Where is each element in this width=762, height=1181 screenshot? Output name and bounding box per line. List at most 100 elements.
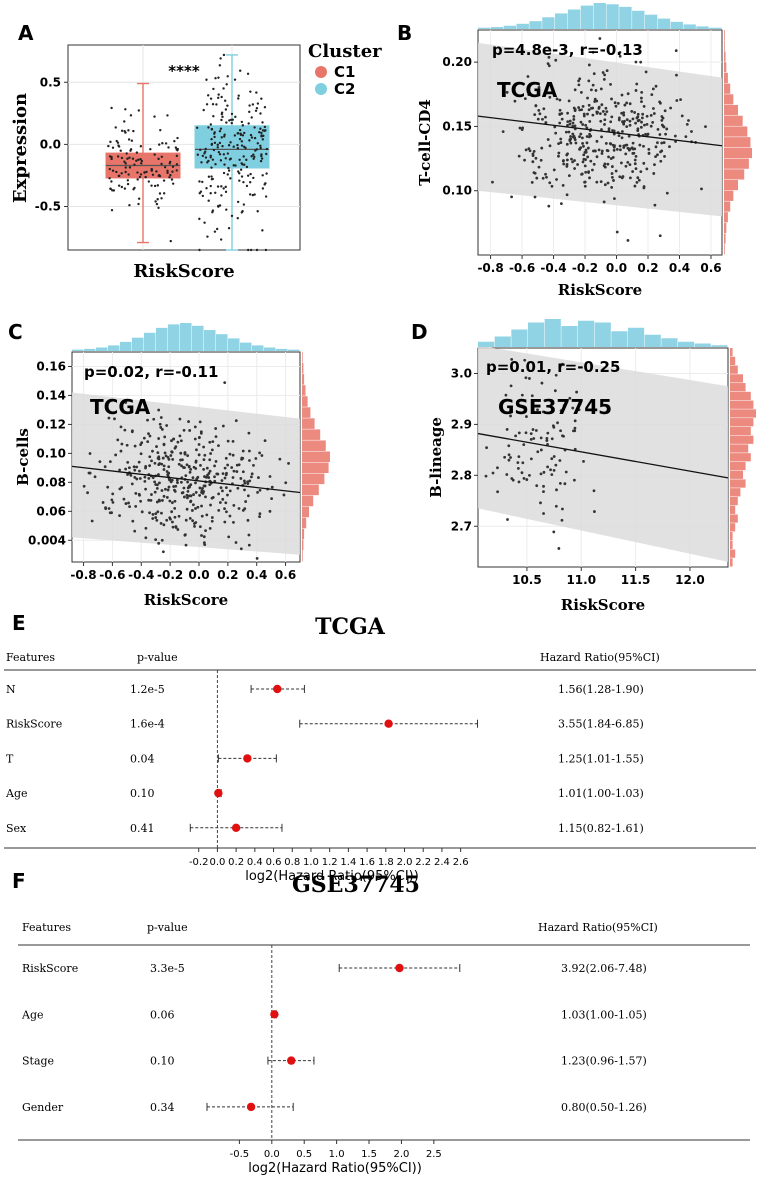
scatter-point	[156, 483, 159, 487]
x-axis-label: RiskScore	[144, 591, 228, 609]
regression-line	[71, 465, 301, 494]
scatter-point	[198, 494, 202, 497]
scatter-point	[584, 170, 588, 174]
scatter-point	[587, 108, 591, 112]
scatter-point	[516, 466, 520, 470]
scatter-point	[540, 146, 544, 150]
x-axis-label: RiskScore	[561, 596, 645, 614]
top-histogram-bar	[528, 322, 545, 347]
scatter-point	[620, 176, 624, 180]
scatter-point	[147, 476, 151, 480]
scatter-point	[197, 436, 201, 439]
jitter-point	[219, 57, 222, 60]
scatter-point	[546, 62, 550, 66]
scatter-point	[561, 434, 564, 438]
scatter-point	[582, 153, 586, 157]
scatter-point	[530, 394, 534, 398]
scatter-point	[600, 152, 604, 155]
scatter-point	[124, 502, 128, 505]
scatter-point	[248, 459, 251, 462]
box-plot-a: 0.5 0.0 -0.5 **** RiskScore Expression Cluster…	[10, 41, 382, 282]
jitter-point	[230, 112, 234, 116]
scatter-point	[547, 64, 551, 68]
scatter-point	[577, 106, 581, 109]
jitter-point	[230, 214, 234, 218]
scatter-point	[517, 154, 521, 158]
scatter-point	[556, 421, 559, 425]
scatter-point	[103, 465, 107, 469]
jitter-point	[160, 162, 163, 166]
scatter-point	[522, 443, 526, 447]
top-histogram-bar	[644, 334, 661, 347]
jitter-point	[213, 135, 216, 139]
scatter-point	[631, 170, 635, 173]
jitter-point	[171, 165, 175, 168]
jitter-point	[265, 152, 268, 156]
scatter-point	[187, 420, 190, 423]
scatter-point	[250, 472, 254, 476]
scatter-point	[220, 479, 224, 482]
jitter-point	[212, 87, 215, 91]
jitter-point	[220, 111, 224, 114]
right-histogram-bar	[302, 528, 305, 540]
top-histogram-bar	[120, 341, 132, 351]
scatter-point	[628, 102, 632, 106]
scatter-point	[243, 481, 247, 485]
scatter-point	[603, 112, 607, 116]
scatter-point	[572, 478, 576, 482]
x-tick-label: 1.6	[359, 857, 375, 868]
scatter-point	[226, 439, 230, 443]
scatter-point	[244, 500, 248, 503]
scatter-point	[662, 141, 666, 144]
scatter-point	[160, 511, 163, 515]
jitter-point	[198, 192, 201, 195]
scatter-point	[504, 393, 508, 397]
scatter-point	[554, 373, 558, 377]
jitter-point	[209, 97, 213, 100]
right-histogram-bar	[724, 190, 734, 201]
point-estimate	[270, 1010, 279, 1019]
scatter-point	[559, 141, 563, 144]
scatter-point	[565, 142, 569, 146]
jitter-point	[128, 204, 131, 207]
jitter-point	[119, 149, 122, 152]
scatter-point	[520, 471, 524, 475]
scatter-point	[147, 498, 151, 502]
jitter-point	[130, 139, 134, 142]
jitter-point	[116, 141, 120, 144]
top-histogram-bar	[490, 27, 504, 29]
scatter-point	[603, 118, 607, 122]
scatter-point	[241, 508, 245, 512]
jitter-point	[224, 190, 228, 194]
jitter-point	[255, 91, 258, 94]
x-tick-label: 0.0	[209, 857, 225, 868]
scatter-point	[559, 429, 562, 433]
scatter-point	[169, 454, 173, 457]
scatter-point	[614, 104, 618, 108]
x-axis-label: log2(Hazard Ratio(95%CI))	[245, 869, 419, 884]
scatter-point	[640, 90, 644, 94]
scatter-point	[546, 138, 550, 141]
scatter-point	[223, 476, 227, 480]
scatter-point	[542, 490, 545, 494]
scatter-point	[558, 108, 562, 112]
row-feature: Age	[5, 787, 28, 800]
scatter-point	[133, 475, 137, 479]
scatter-point	[224, 486, 228, 490]
x-tick-label: 0.6	[700, 261, 721, 275]
jitter-point	[242, 180, 245, 184]
x-tick-label: -0.2	[157, 568, 183, 582]
jitter-point	[219, 127, 223, 130]
jitter-point	[242, 203, 246, 206]
forest-plot-e: TCGA Features p-value Hazard Ratio(95%CI) N 1…	[4, 614, 756, 884]
scatter-point	[148, 511, 151, 515]
stat-annotation: p=0.01, r=-0.25	[486, 358, 620, 376]
jitter-point	[217, 96, 220, 100]
jitter-point	[159, 128, 162, 132]
jitter-point	[120, 129, 124, 132]
top-histogram-bar	[632, 10, 645, 30]
scatter-point	[580, 172, 584, 176]
scatter-point	[630, 109, 634, 113]
scatter-point	[204, 529, 207, 533]
jitter-point	[249, 133, 253, 137]
